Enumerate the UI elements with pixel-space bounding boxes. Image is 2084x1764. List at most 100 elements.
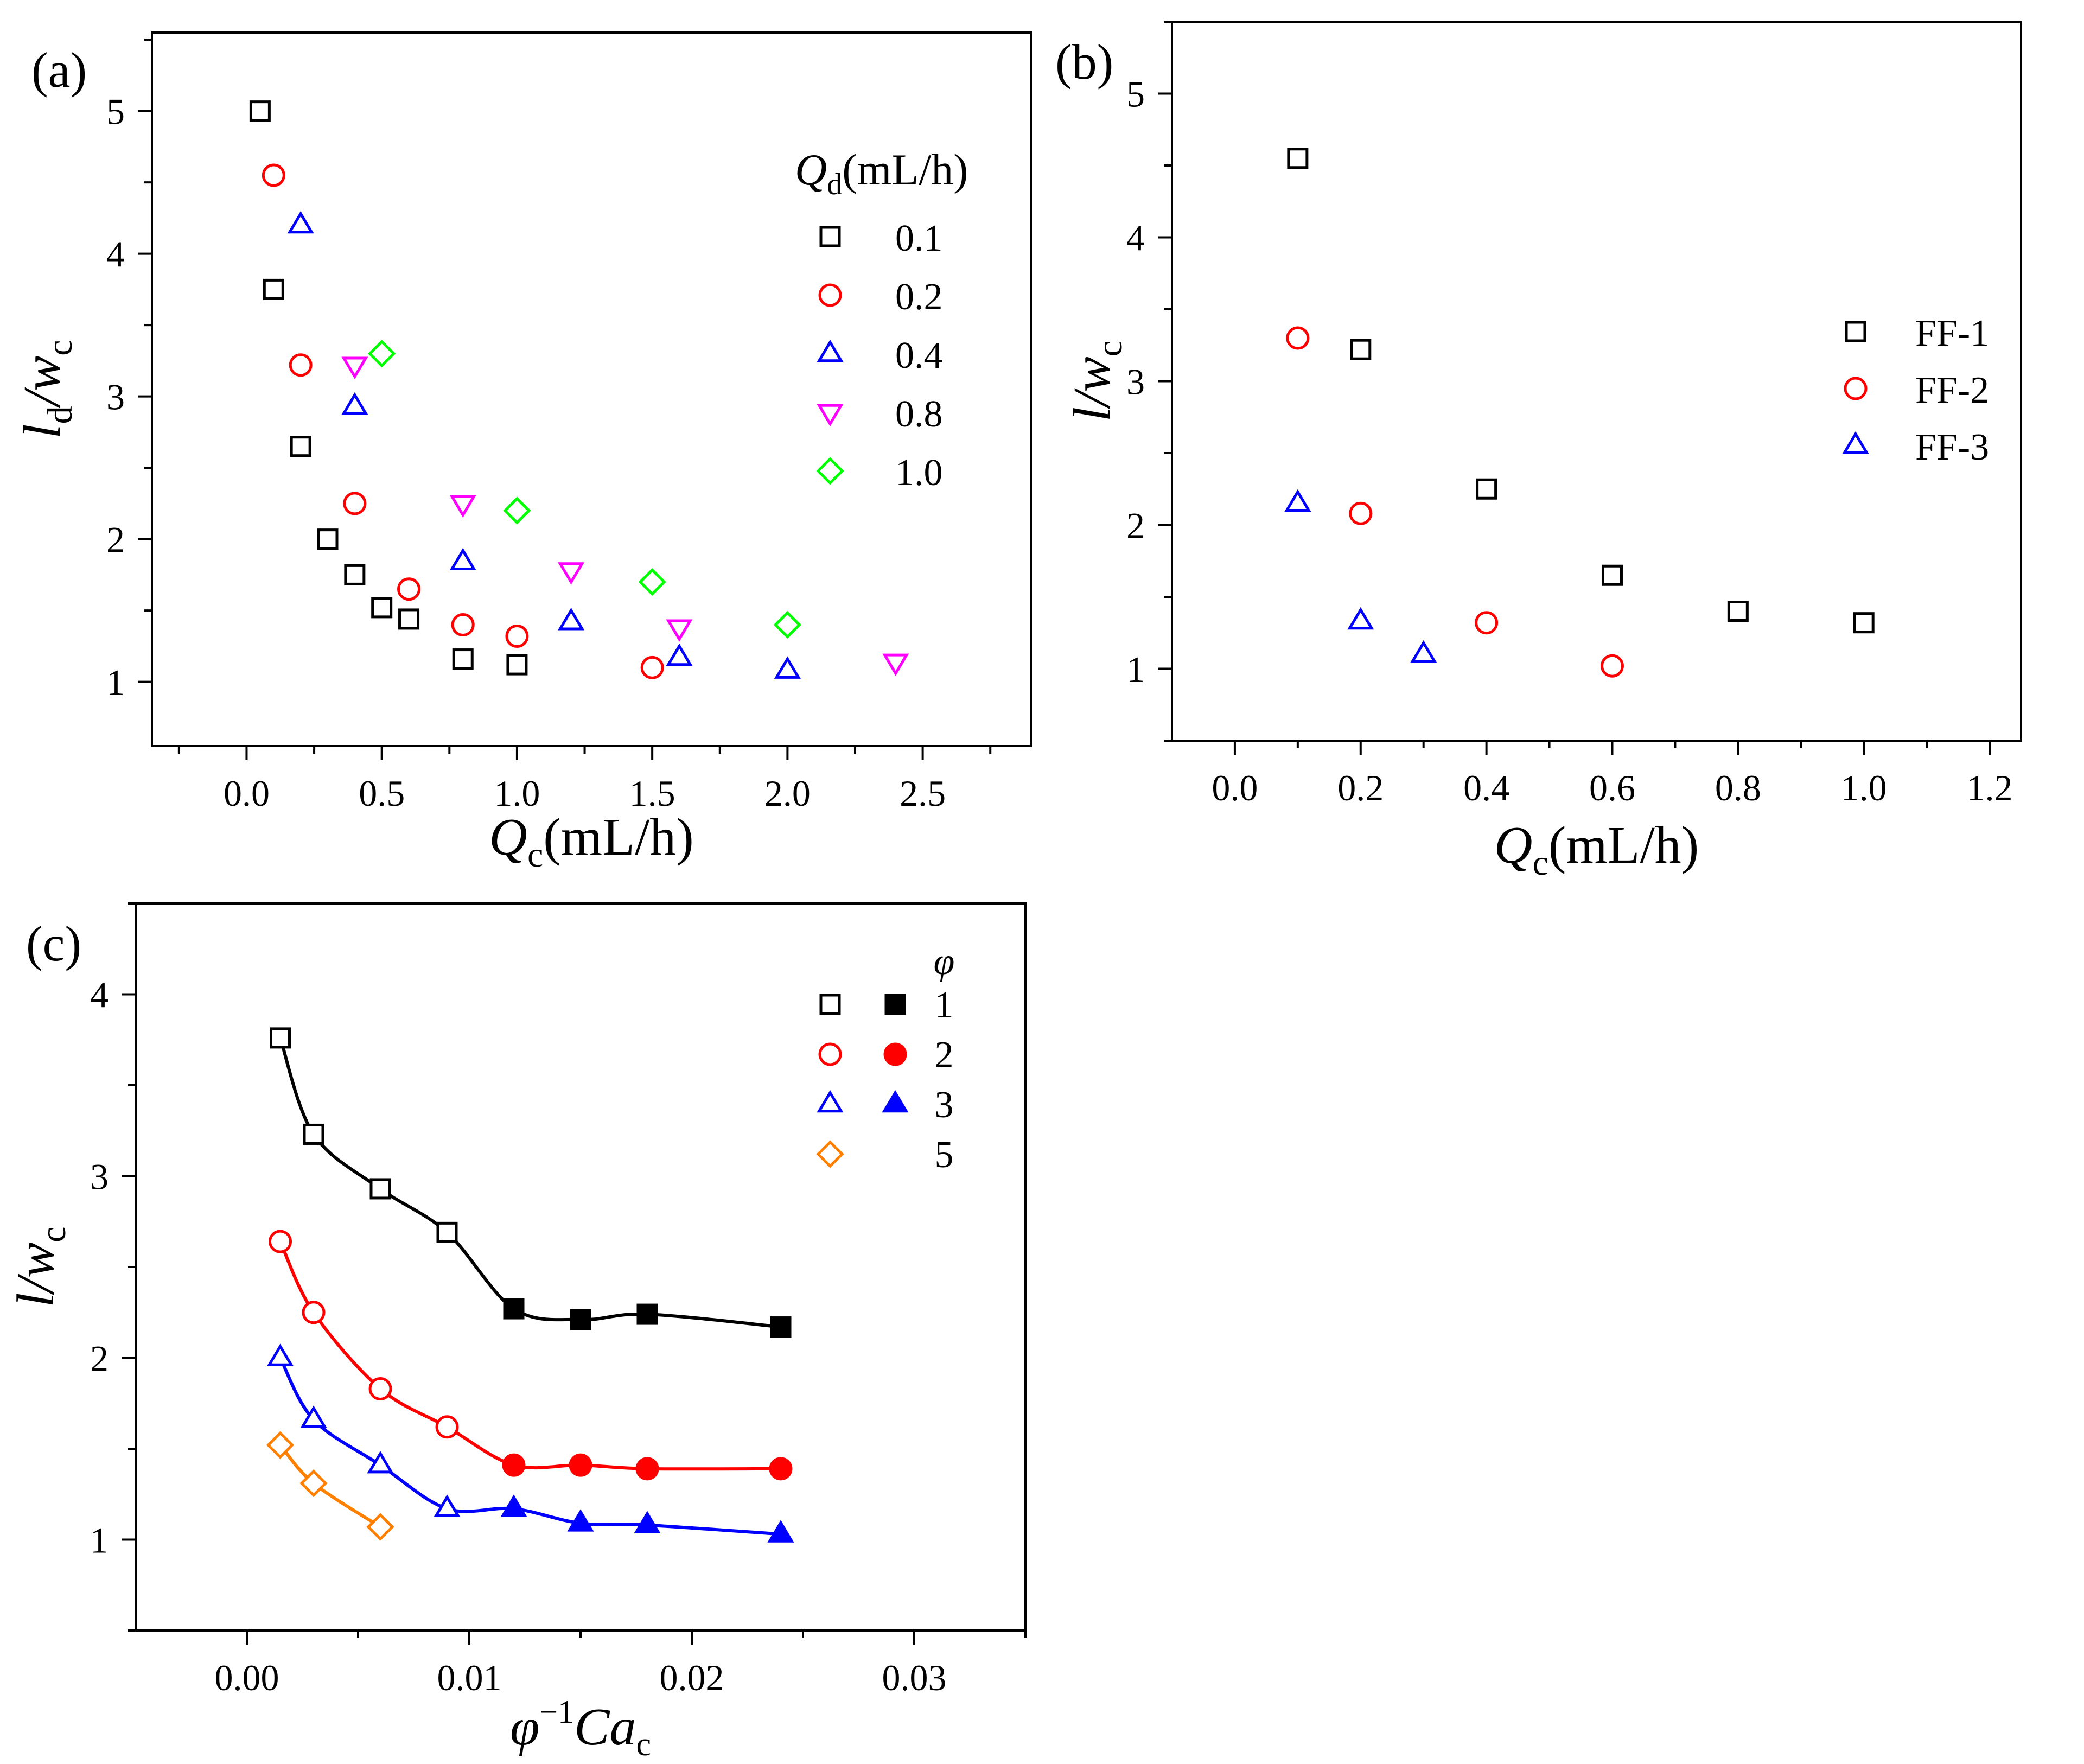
y-tick-label: 4 — [106, 234, 125, 275]
data-point — [1350, 339, 1372, 360]
data-point-filled — [636, 1303, 658, 1325]
legend-marker — [818, 283, 842, 307]
data-point — [317, 528, 339, 550]
x-tick-label: 1.0 — [1841, 767, 1887, 808]
data-point — [774, 656, 801, 679]
data-point — [1727, 601, 1749, 622]
y-tick-label: 5 — [106, 91, 125, 132]
data-point — [1287, 148, 1309, 169]
legend-label: FF-2 — [1915, 370, 1989, 411]
series-phi-1 — [270, 1027, 792, 1338]
x-tick-label: 0.5 — [359, 773, 405, 814]
x-tick-label: 0.00 — [215, 1657, 279, 1698]
legend-marker-filled — [884, 994, 906, 1015]
x-tick-label: 0.8 — [1715, 767, 1761, 808]
data-point — [262, 163, 285, 187]
data-point — [1286, 326, 1310, 350]
y-tick-label: 1 — [106, 662, 125, 703]
x-tick-label: 1.5 — [629, 773, 675, 814]
series-qd-0.1 — [249, 100, 528, 676]
y-axis-label: ld/wc — [13, 340, 80, 438]
plot-frame — [1171, 21, 2022, 742]
x-tick-label: 0.4 — [1463, 767, 1509, 808]
series-ff-2 — [1286, 326, 1624, 678]
legend-label: 3 — [935, 1084, 954, 1126]
data-point — [503, 496, 531, 525]
data-point — [773, 610, 802, 639]
data-point-filled — [569, 1453, 592, 1477]
legend: φ1 2 3 5 — [816, 941, 955, 1176]
x-tick-label: 1.0 — [494, 773, 540, 814]
data-point-open — [266, 1343, 294, 1366]
legend-marker — [819, 226, 841, 247]
series-qd-0.2 — [262, 163, 664, 679]
x-axis-label: φ−1Cac — [510, 1694, 651, 1763]
legend-title: φ — [934, 941, 955, 983]
legend-label: 0.8 — [895, 393, 943, 435]
data-point-filled — [770, 1316, 792, 1338]
legend-marker-open — [817, 1090, 844, 1113]
series-ff-1 — [1287, 148, 1875, 634]
data-point — [341, 356, 368, 379]
data-point — [344, 564, 366, 585]
data-point — [287, 211, 314, 234]
y-tick-label: 1 — [90, 1520, 109, 1561]
data-point — [882, 653, 909, 676]
legend-marker — [817, 404, 844, 427]
data-point — [290, 436, 311, 457]
data-point — [638, 568, 666, 596]
x-axis-label: Qc(mL/h) — [1494, 816, 1699, 883]
legend-marker — [817, 339, 844, 362]
data-point — [343, 492, 367, 515]
data-point — [640, 655, 664, 679]
data-point — [1475, 611, 1499, 635]
data-point-open — [266, 1431, 295, 1459]
legend-marker-open — [819, 994, 841, 1015]
y-axis-label: l/wc — [1063, 341, 1130, 422]
legend-label: 5 — [935, 1134, 954, 1176]
data-point — [452, 648, 474, 670]
plot-frame — [151, 31, 1032, 747]
data-point — [1410, 640, 1437, 663]
fit-curve — [278, 1037, 781, 1329]
panel-label: (c) — [26, 916, 81, 971]
data-point-open — [367, 1451, 394, 1474]
data-point-open — [366, 1513, 394, 1541]
fit-curve — [278, 1240, 781, 1471]
data-point-open — [369, 1178, 391, 1200]
data-point — [249, 100, 271, 122]
fit-curve — [278, 1357, 781, 1536]
legend: Qd(mL/h) 0.1 0.2 0.4 0.8 1.0 — [795, 145, 968, 494]
legend-label: FF-1 — [1915, 313, 1989, 354]
legend: FF-1 FF-2 FF-3 — [1842, 313, 1989, 468]
legend-label: FF-3 — [1915, 426, 1989, 468]
y-tick-label: 3 — [1126, 361, 1145, 403]
y-axis-label: l/wc — [7, 1226, 73, 1307]
y-tick-label: 2 — [106, 519, 125, 561]
data-point — [263, 278, 284, 300]
data-point — [1600, 654, 1624, 678]
x-tick-label: 0.6 — [1589, 767, 1635, 808]
data-point — [1349, 501, 1373, 525]
data-point-open — [302, 1301, 326, 1324]
legend-title: Qd(mL/h) — [795, 145, 968, 201]
panel-label: (a) — [31, 42, 87, 98]
data-point-open — [299, 1469, 328, 1498]
y-tick-label: 3 — [106, 377, 125, 418]
y-tick-label: 3 — [90, 1156, 109, 1198]
data-point — [558, 608, 585, 631]
data-point — [289, 353, 313, 377]
x-tick-label: 1.2 — [1967, 767, 2013, 808]
y-tick-label: 1 — [1126, 649, 1145, 690]
y-tick-label: 4 — [90, 975, 109, 1016]
data-point-open — [434, 1494, 461, 1517]
data-point-filled — [567, 1509, 594, 1532]
data-point — [371, 597, 393, 619]
legend-label: 1.0 — [895, 452, 943, 494]
legend-marker-open — [818, 1042, 842, 1066]
data-point-open — [435, 1415, 459, 1439]
panel-a: 0.0 0.5 1.0 1.5 2.0 2.5 1 2 3 4 5 Qc(mL/h) ld/wc (a) Q… — [13, 31, 1032, 875]
series-qd-0.8 — [341, 356, 909, 676]
legend-marker-filled — [882, 1090, 909, 1113]
